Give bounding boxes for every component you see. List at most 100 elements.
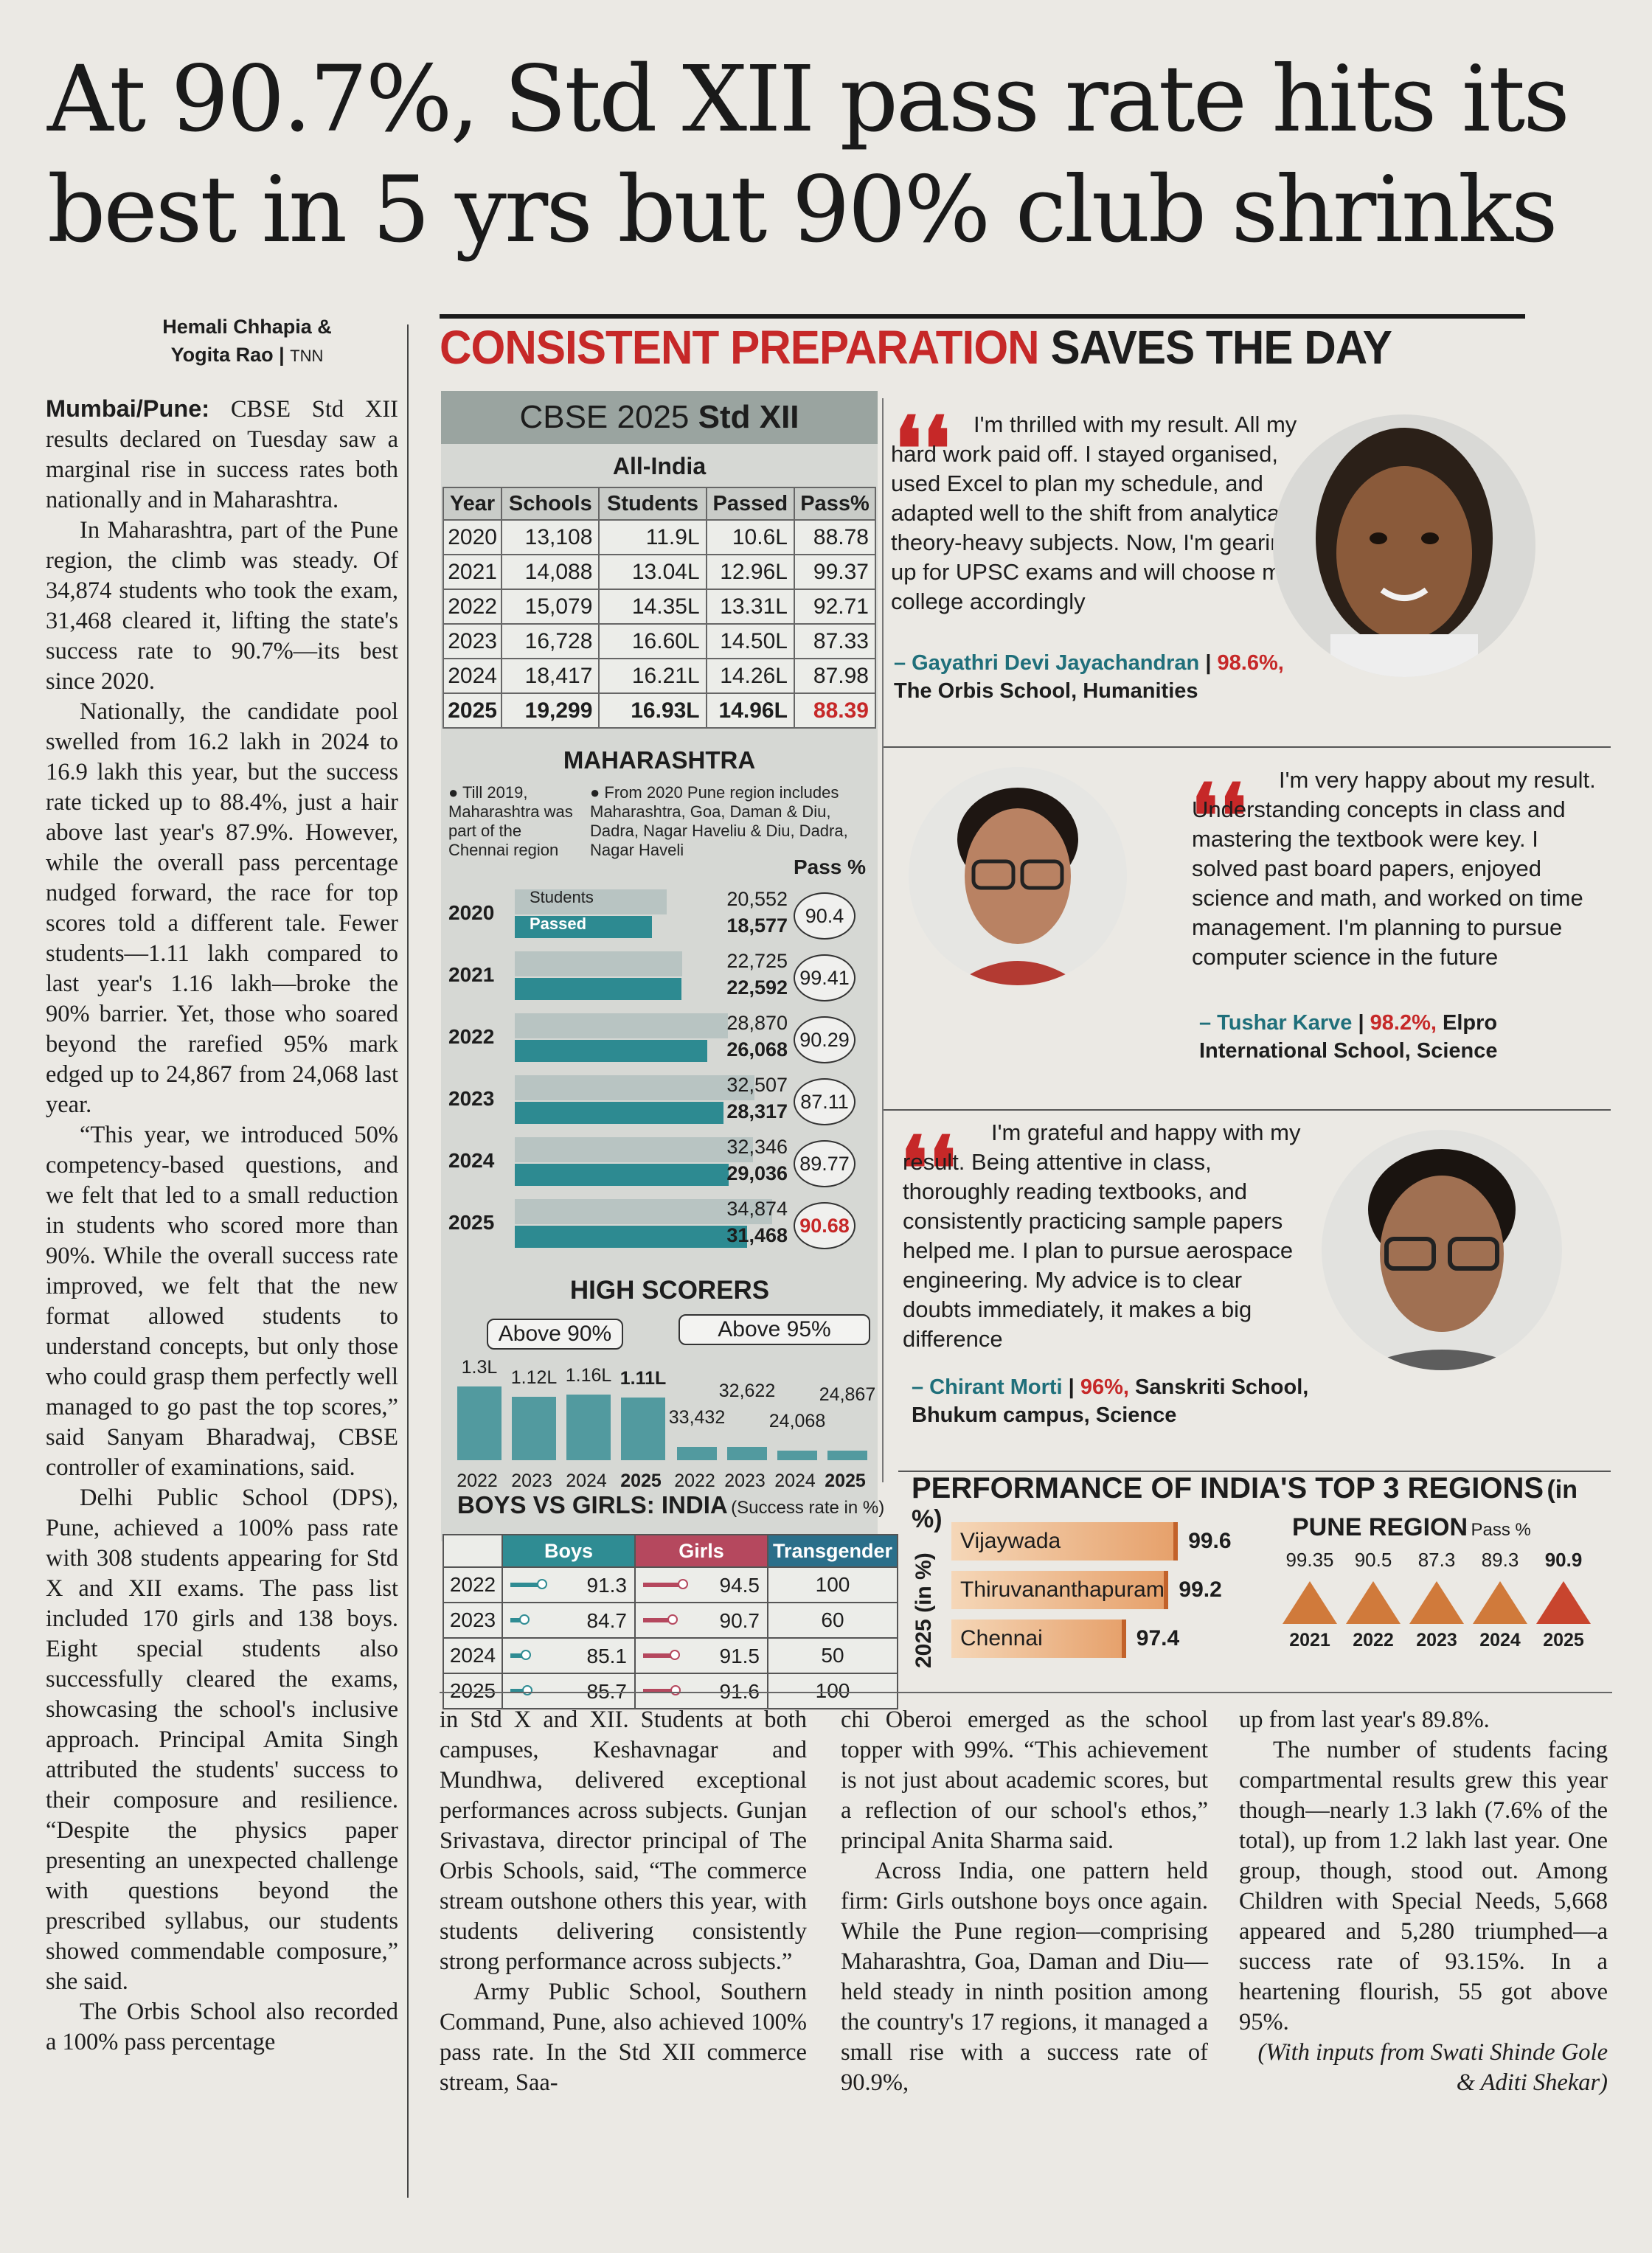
pune-year-label: 2022 bbox=[1353, 1630, 1394, 1650]
high-scorer-value-label: 1.11L bbox=[620, 1367, 667, 1389]
quotes-divider bbox=[882, 398, 884, 1482]
table-cell: 2025 bbox=[442, 1673, 503, 1709]
high-scorer-year-label: 2024 bbox=[566, 1471, 607, 1491]
pune-triangle bbox=[1346, 1581, 1401, 1624]
table-cell: 13,108 bbox=[501, 519, 600, 555]
dateline: Mumbai/Pune: bbox=[46, 395, 210, 422]
success-rate-dot bbox=[536, 1579, 547, 1589]
table-cell: 88.78 bbox=[793, 519, 877, 555]
high-scorer-year-label: 2025 bbox=[620, 1471, 662, 1491]
success-rate-bar bbox=[510, 1689, 525, 1693]
table-header: Students bbox=[598, 487, 707, 521]
table-cell: 16.21L bbox=[598, 658, 707, 694]
quote-mark-icon: ❛❛ bbox=[900, 1117, 957, 1221]
pass-percent-header: Pass % bbox=[793, 855, 867, 878]
quote-1-name: – Gayathri Devi Jayachandran bbox=[894, 651, 1200, 675]
article-paragraph-5: Delhi Public School (DPS), Pune, achieve… bbox=[46, 1485, 398, 1995]
legend-passed: Passed bbox=[530, 914, 587, 933]
article-paragraph-3: Nationally, the candidate pool swelled f… bbox=[46, 698, 398, 1118]
pune-year-label: 2021 bbox=[1289, 1630, 1330, 1650]
success-rate-bar bbox=[510, 1583, 540, 1587]
table-row: 2022 91.3 94.5 100 bbox=[442, 1566, 898, 1603]
maharashtra-year-label: 2025 bbox=[448, 1211, 495, 1234]
success-rate-bar bbox=[643, 1583, 681, 1587]
table-cell: 85.7 bbox=[502, 1673, 636, 1709]
students-bar bbox=[515, 1137, 754, 1162]
quote-1-score: 98.6%, bbox=[1217, 651, 1284, 675]
student-photo-2 bbox=[909, 767, 1127, 985]
success-rate-value: 90.7 bbox=[719, 1609, 760, 1632]
graphic-title-black: SAVES THE DAY bbox=[1050, 321, 1392, 374]
region-bar bbox=[951, 1571, 1169, 1609]
table-header: Passed bbox=[705, 487, 795, 521]
maharashtra-chart: 2020 20,552 18,577 90.4 2021 22,725 22,592 99.4… bbox=[441, 885, 884, 1268]
passed-value-label: 28,317 bbox=[726, 1100, 788, 1122]
success-rate-value: 91.5 bbox=[719, 1645, 760, 1667]
passed-bar bbox=[515, 1226, 747, 1248]
table-cell: 94.5 bbox=[634, 1566, 768, 1603]
top-regions-chart: Vijaywada 99.6 Thiruvananthapuram 99.2 Chenn… bbox=[951, 1522, 1261, 1670]
region-value: 97.4 bbox=[1136, 1626, 1180, 1650]
table-header: Schools bbox=[501, 487, 600, 521]
transgender-header: Transgender bbox=[767, 1534, 898, 1568]
article-paragraph-4: “This year, we introduced 50% competency… bbox=[46, 1122, 398, 1481]
table-cell: 16.93L bbox=[598, 692, 707, 729]
table-row: 2025 19,299 16.93L 14.96L 88.39 bbox=[442, 692, 877, 729]
boys-girls-table: Boys Girls Transgender 2022 91.3 94.5 100 20… bbox=[442, 1534, 898, 1709]
success-rate-bar bbox=[510, 1618, 523, 1622]
boys-girls-title-row: BOYS VS GIRLS: INDIA (Success rate in %) bbox=[457, 1491, 900, 1519]
pass-percent-circle: 89.77 bbox=[794, 1140, 856, 1187]
pune-title-row: PUNE REGION Pass % bbox=[1292, 1513, 1531, 1542]
maharashtra-title: MAHARASHTRA bbox=[563, 746, 756, 774]
pune-value-label: 87.3 bbox=[1417, 1549, 1456, 1571]
boys-header: Boys bbox=[502, 1534, 636, 1568]
students-value-label: 28,870 bbox=[726, 1012, 788, 1034]
pune-value-label: 89.3 bbox=[1481, 1549, 1519, 1571]
success-rate-value: 94.5 bbox=[719, 1574, 760, 1597]
table-cell: 14.26L bbox=[705, 658, 795, 694]
table-row: 2023 16,728 16.60L 14.50L 87.33 bbox=[442, 623, 877, 659]
region-bar bbox=[951, 1522, 1179, 1561]
table-cell: 18,417 bbox=[501, 658, 600, 694]
table-cell: 11.9L bbox=[598, 519, 707, 555]
pass-percent-circle: 90.29 bbox=[794, 1016, 856, 1063]
girls-header: Girls bbox=[634, 1534, 768, 1568]
pune-triangle bbox=[1283, 1581, 1337, 1624]
success-rate-value: 85.1 bbox=[586, 1645, 628, 1667]
success-rate-bar bbox=[643, 1689, 673, 1693]
table-header: Year bbox=[442, 487, 503, 521]
region-name: Chennai bbox=[960, 1626, 1043, 1650]
quote-2-name: – Tushar Karve bbox=[1199, 1011, 1353, 1035]
passed-bar bbox=[515, 1040, 707, 1062]
byline: Hemali Chhapia & Yogita Rao | TNN bbox=[111, 313, 384, 370]
performance-unit: (in %) bbox=[912, 1476, 1578, 1533]
quote-separator bbox=[898, 1471, 1611, 1472]
cbse-table-title: CBSE 2025 Std XII bbox=[441, 391, 878, 444]
article-column-2: in Std X and XII. Students at both campu… bbox=[440, 1705, 807, 2098]
table-cell: 16,728 bbox=[501, 623, 600, 659]
quote-1-text: I'm thrilled with my result. All my hard… bbox=[891, 412, 1311, 614]
boys-girls-title: BOYS VS GIRLS: INDIA bbox=[457, 1491, 728, 1518]
quote-2-text: I'm very happy about my result. Understa… bbox=[1192, 767, 1596, 970]
above-95-pill: Above 95% bbox=[678, 1314, 870, 1345]
article-paragraph: chi Oberoi emerged as the school topper … bbox=[841, 1707, 1208, 1854]
article-paragraph-1: CBSE Std XII results declared on Tuesday… bbox=[46, 396, 398, 513]
passed-value-label: 26,068 bbox=[726, 1038, 788, 1060]
high-scorer-bar bbox=[621, 1397, 665, 1460]
table-cell: 10.6L bbox=[705, 519, 795, 555]
student-photo-1 bbox=[1273, 414, 1535, 677]
table-row: 2021 14,088 13.04L 12.96L 99.37 bbox=[442, 554, 877, 590]
passed-value-label: 31,468 bbox=[726, 1224, 788, 1246]
quote-3-attribution: – Chirant Morti | 96%, Sanskriti School,… bbox=[912, 1375, 1309, 1427]
pass-percent-circle: 90.4 bbox=[794, 892, 856, 940]
high-scorer-year-label: 2023 bbox=[724, 1471, 766, 1491]
region-value: 99.6 bbox=[1188, 1529, 1232, 1553]
pune-triangle bbox=[1536, 1581, 1591, 1624]
high-scorer-value-label: 24,068 bbox=[768, 1411, 826, 1432]
table-cell: 87.98 bbox=[793, 658, 877, 694]
table-cell: 14.50L bbox=[705, 623, 795, 659]
region-bar-end bbox=[1173, 1522, 1179, 1561]
maharashtra-note-2: ● From 2020 Pune region includes Maharas… bbox=[590, 783, 848, 859]
students-bar bbox=[515, 951, 683, 976]
pune-region-unit: Pass % bbox=[1471, 1520, 1531, 1540]
